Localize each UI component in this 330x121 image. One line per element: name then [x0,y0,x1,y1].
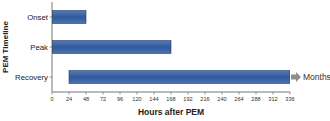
x-tick-label: 96 [117,96,123,102]
x-tick [154,92,155,95]
x-tick [103,92,104,95]
x-tick-label: 240 [217,96,226,102]
x-tick [137,92,138,95]
x-tick [222,92,223,95]
x-tick [52,92,53,95]
x-tick-label: 192 [183,96,192,102]
x-tick-label: 168 [166,96,175,102]
x-tick [171,92,172,95]
arrow [291,72,301,82]
x-tick-label: 216 [200,96,209,102]
x-tick [273,92,274,95]
x-tick [239,92,240,95]
x-tick [86,92,87,95]
category-label: Recovery [15,73,48,82]
x-tick [290,92,291,95]
x-tick-label: 144 [149,96,158,102]
bar [69,71,290,84]
y-tick [50,17,53,18]
x-tick [69,92,70,95]
x-tick-label: 72 [100,96,106,102]
y-axis-title: PEM Timeline [1,21,10,73]
x-tick [256,92,257,95]
x-tick-label: 264 [234,96,243,102]
x-tick-label: 120 [132,96,141,102]
chart-container: Months 0 24 48 72 96 120 144 168 192 216 240 264 288 3… [0,0,330,121]
x-tick-label: 0 [50,96,53,102]
annotation: Months [303,72,330,82]
x-tick [120,92,121,95]
x-axis-title: Hours after PEM [138,107,204,117]
x-tick-label: 48 [83,96,89,102]
x-tick-label: 288 [251,96,260,102]
x-tick-label: 336 [285,96,294,102]
chart-svg: Months 0 24 48 72 96 120 144 168 192 216 240 264 288 3… [0,0,330,121]
category-label: Onset [27,13,49,22]
y-tick [50,77,53,78]
x-tick-label: 24 [66,96,72,102]
category-label: Peak [30,43,48,52]
x-tick [205,92,206,95]
y-tick [50,47,53,48]
bar [52,41,171,54]
bars [52,11,290,84]
bar [52,11,86,24]
x-tick-label: 312 [268,96,277,102]
x-tick [188,92,189,95]
